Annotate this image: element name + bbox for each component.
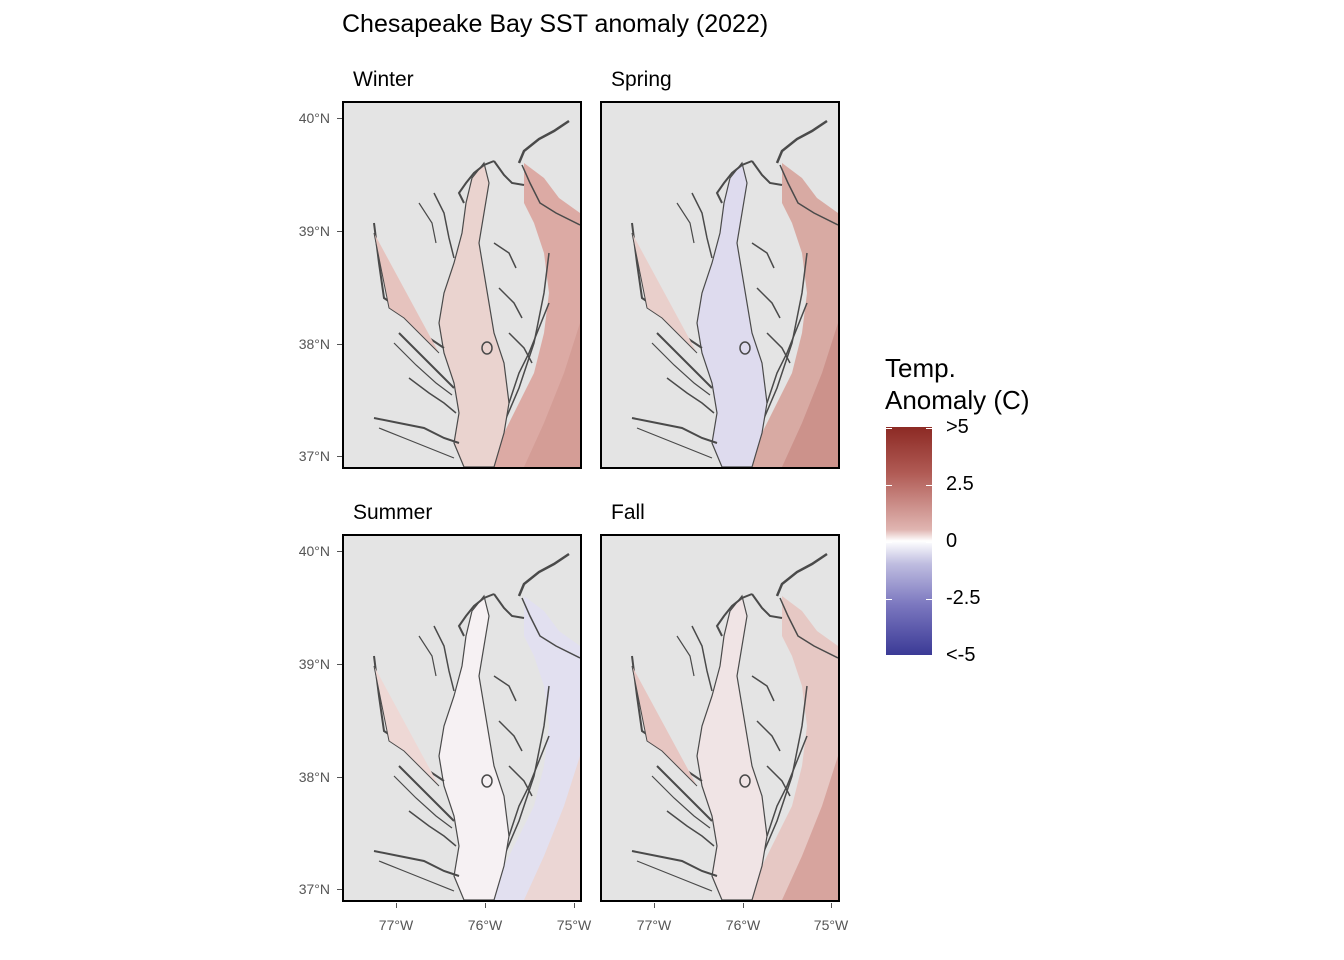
- colorbar-label: 0: [946, 530, 957, 553]
- x-tick-mark: [654, 903, 655, 908]
- river-choptank: [757, 721, 780, 751]
- river-choptank: [499, 288, 522, 318]
- colorbar-label: 2.5: [946, 473, 974, 496]
- panel-label-fall: Fall: [611, 501, 645, 525]
- river-patuxent: [434, 626, 454, 691]
- coastline-delaware-river: [519, 554, 569, 596]
- panel-label-summer: Summer: [353, 501, 432, 525]
- x-tick-mark: [743, 903, 744, 908]
- river-james-south: [637, 428, 712, 458]
- bay-main-body: [439, 596, 509, 900]
- x-tick-label: 75°W: [806, 917, 856, 933]
- y-tick-mark: [337, 118, 342, 119]
- y-tick-mark: [337, 231, 342, 232]
- bay-main-body: [697, 596, 767, 900]
- map-panel-fall: [600, 534, 840, 902]
- y-tick-label: 38°N: [280, 336, 330, 352]
- x-tick-mark: [831, 903, 832, 908]
- coastline-susquehanna: [494, 161, 524, 185]
- bay-main-body: [439, 163, 509, 467]
- river-james-south: [379, 861, 454, 891]
- y-tick-label: 39°N: [280, 223, 330, 239]
- colorbar-tick: [926, 655, 932, 656]
- map-panel-winter: [342, 101, 582, 469]
- colorbar-tick: [886, 485, 892, 486]
- map-panel-spring: [600, 101, 840, 469]
- colorbar-tick: [886, 428, 892, 429]
- map-svg: [344, 103, 580, 467]
- map-svg: [344, 536, 580, 900]
- x-tick-mark: [396, 903, 397, 908]
- river-chester: [494, 243, 516, 268]
- river-patuxent: [692, 626, 712, 691]
- coastline-susquehanna: [752, 594, 782, 618]
- river-minor-west: [419, 203, 436, 243]
- river-minor-west: [419, 636, 436, 676]
- colorbar-tick: [926, 542, 932, 543]
- coastline-delaware-river: [777, 554, 827, 596]
- y-tick-label: 40°N: [280, 110, 330, 126]
- river-choptank: [499, 721, 522, 751]
- colorbar-tick: [926, 485, 932, 486]
- colorbar-tick: [886, 599, 892, 600]
- coastline-susquehanna: [494, 594, 524, 618]
- x-tick-label: 77°W: [629, 917, 679, 933]
- colorbar-tick: [886, 542, 892, 543]
- river-chester: [752, 243, 774, 268]
- colorbar-tick: [926, 599, 932, 600]
- river-james-south: [379, 428, 454, 458]
- x-tick-mark: [485, 903, 486, 908]
- coastline-susquehanna: [752, 161, 782, 185]
- map-svg: [602, 536, 838, 900]
- river-chester: [494, 676, 516, 701]
- x-tick-label: 76°W: [718, 917, 768, 933]
- y-tick-label: 38°N: [280, 769, 330, 785]
- river-chester: [752, 676, 774, 701]
- x-tick-label: 76°W: [460, 917, 510, 933]
- x-tick-mark: [574, 903, 575, 908]
- bay-main-body: [697, 163, 767, 467]
- colorbar-label: >5: [946, 416, 969, 439]
- y-tick-mark: [337, 551, 342, 552]
- colorbar-tick: [886, 655, 892, 656]
- x-tick-label: 75°W: [549, 917, 599, 933]
- y-tick-mark: [337, 344, 342, 345]
- y-tick-mark: [337, 889, 342, 890]
- colorbar-label: <-5: [946, 644, 975, 667]
- x-tick-label: 77°W: [371, 917, 421, 933]
- chart-title: Chesapeake Bay SST anomaly (2022): [342, 10, 768, 39]
- river-patuxent: [692, 193, 712, 258]
- y-tick-mark: [337, 456, 342, 457]
- colorbar: [886, 427, 932, 655]
- river-patuxent: [434, 193, 454, 258]
- y-tick-mark: [337, 664, 342, 665]
- y-tick-label: 39°N: [280, 656, 330, 672]
- legend-title-line2: Anomaly (C): [885, 384, 1029, 416]
- colorbar-tick: [926, 428, 932, 429]
- y-tick-mark: [337, 777, 342, 778]
- legend-title: Temp. Anomaly (C): [885, 352, 1029, 416]
- river-choptank: [757, 288, 780, 318]
- y-tick-label: 40°N: [280, 543, 330, 559]
- legend-title-line1: Temp.: [885, 352, 1029, 384]
- y-tick-label: 37°N: [280, 448, 330, 464]
- river-minor-west: [677, 636, 694, 676]
- panel-label-winter: Winter: [353, 68, 414, 92]
- colorbar-label: -2.5: [946, 587, 980, 610]
- river-james-south: [637, 861, 712, 891]
- y-tick-label: 37°N: [280, 881, 330, 897]
- coastline-delaware-river: [519, 121, 569, 163]
- map-svg: [602, 103, 838, 467]
- map-panel-summer: [342, 534, 582, 902]
- panel-label-spring: Spring: [611, 68, 672, 92]
- coastline-delaware-river: [777, 121, 827, 163]
- river-minor-west: [677, 203, 694, 243]
